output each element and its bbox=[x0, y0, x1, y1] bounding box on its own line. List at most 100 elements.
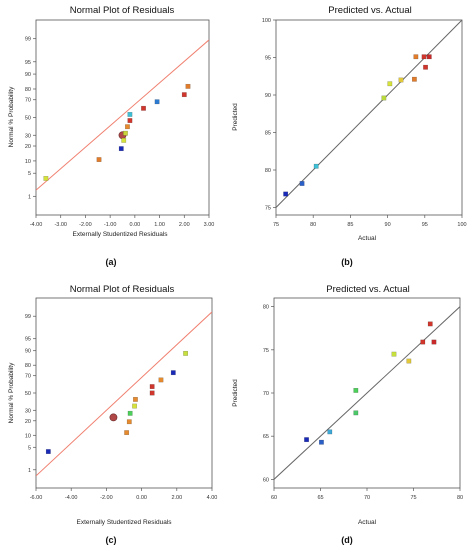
y-tick-label: 70 bbox=[25, 374, 31, 380]
x-tick-label: 1.00 bbox=[154, 222, 165, 228]
data-point bbox=[181, 92, 187, 98]
y-tick-label: 95 bbox=[265, 56, 271, 62]
data-point bbox=[426, 54, 432, 60]
plot-frame bbox=[35, 19, 210, 216]
panel-letter: (d) bbox=[341, 535, 353, 545]
x-axis-label: Externally Studentized Residuals bbox=[72, 231, 168, 238]
x-tick-label: 65 bbox=[317, 495, 323, 501]
x-tick-label: -2.00 bbox=[79, 222, 92, 228]
y-tick-label: 10 bbox=[25, 159, 31, 165]
data-point bbox=[43, 176, 49, 181]
y-tick-label: 80 bbox=[263, 305, 269, 311]
x-tick-label: 90 bbox=[385, 222, 391, 228]
data-point bbox=[141, 105, 146, 111]
data-point bbox=[127, 410, 133, 416]
data-point bbox=[133, 397, 138, 402]
chart-title: Normal Plot of Residuals bbox=[70, 5, 175, 16]
y-tick-label: 90 bbox=[265, 93, 271, 99]
x-axis-label: Actual bbox=[358, 519, 377, 526]
x-tick-label: 3.00 bbox=[204, 222, 215, 228]
chart-panel-2: Predicted vs. Actual 75 80 85 90 95 100 75 80 85 9… bbox=[232, 5, 467, 267]
data-point bbox=[96, 157, 102, 162]
y-tick-label: 10 bbox=[25, 433, 31, 439]
chart-panel-4: Predicted vs. Actual 60 65 70 75 80 60 65 70 75 80… bbox=[232, 284, 463, 545]
data-point bbox=[420, 339, 426, 345]
data-point bbox=[423, 64, 428, 70]
panel-letter: (b) bbox=[341, 257, 353, 267]
y-tick-label: 80 bbox=[265, 168, 271, 174]
y-axis-label: Predicted bbox=[232, 379, 239, 407]
data-point bbox=[427, 321, 433, 327]
y-tick-label: 99 bbox=[25, 37, 31, 43]
y-tick-label: 70 bbox=[25, 98, 31, 104]
x-tick-label: 60 bbox=[271, 495, 277, 501]
data-point bbox=[391, 351, 397, 357]
fit-line bbox=[36, 39, 209, 191]
y-tick-label: 80 bbox=[25, 363, 31, 369]
data-point bbox=[413, 54, 419, 60]
x-tick-label: 95 bbox=[422, 222, 428, 228]
data-point bbox=[398, 77, 404, 83]
x-tick-label: 85 bbox=[347, 222, 353, 228]
x-tick-label: -2.00 bbox=[100, 495, 113, 501]
y-tick-label: 75 bbox=[265, 206, 271, 212]
y-axis-label: Normal % Probability bbox=[8, 86, 15, 147]
fit-line bbox=[36, 311, 212, 477]
plot-frame bbox=[35, 297, 213, 489]
x-tick-label: 75 bbox=[410, 495, 416, 501]
data-point bbox=[353, 410, 359, 416]
data-point bbox=[387, 81, 393, 87]
data-point bbox=[123, 130, 128, 136]
x-axis-label: Actual bbox=[358, 235, 377, 242]
chart-title: Predicted vs. Actual bbox=[326, 284, 409, 295]
y-tick-label: 85 bbox=[265, 131, 271, 137]
data-point bbox=[154, 99, 160, 105]
y-tick-label: 95 bbox=[25, 60, 31, 66]
x-tick-label: -4.00 bbox=[30, 222, 43, 228]
y-axis-label: Normal % Probability bbox=[8, 362, 15, 423]
panel-letter: (a) bbox=[106, 257, 117, 267]
y-tick-label: 1 bbox=[28, 468, 31, 474]
y-tick-label: 90 bbox=[25, 72, 31, 78]
x-tick-label: 100 bbox=[457, 222, 466, 228]
x-tick-label: 4.00 bbox=[207, 495, 218, 501]
data-point bbox=[183, 350, 188, 356]
x-tick-label: -3.00 bbox=[54, 222, 67, 228]
data-point bbox=[299, 181, 305, 186]
y-tick-label: 30 bbox=[25, 408, 31, 414]
x-tick-label: 80 bbox=[310, 222, 316, 228]
y-tick-label: 75 bbox=[263, 348, 269, 354]
data-point bbox=[313, 163, 319, 169]
data-point bbox=[149, 390, 155, 396]
y-tick-label: 50 bbox=[25, 116, 31, 122]
data-point bbox=[319, 439, 324, 445]
fit-line bbox=[276, 20, 462, 208]
y-tick-label: 99 bbox=[25, 314, 31, 320]
data-point bbox=[45, 449, 51, 454]
y-tick-label: 95 bbox=[25, 337, 31, 343]
x-tick-label: -6.00 bbox=[30, 495, 43, 501]
data-point bbox=[170, 370, 176, 376]
x-tick-label: 2.00 bbox=[179, 222, 190, 228]
chart-panel-1: Normal Plot of Residuals -4.00 -3.00 -2.00 -… bbox=[8, 5, 214, 267]
y-tick-label: 70 bbox=[263, 391, 269, 397]
x-tick-label: 2.00 bbox=[171, 495, 182, 501]
y-tick-label: 5 bbox=[28, 171, 31, 177]
data-point bbox=[411, 76, 417, 82]
y-tick-label: 5 bbox=[28, 445, 31, 451]
data-point bbox=[118, 146, 124, 152]
y-tick-label: 1 bbox=[28, 194, 31, 200]
data-point bbox=[124, 430, 130, 436]
y-tick-label: 30 bbox=[25, 133, 31, 139]
x-tick-label: 75 bbox=[273, 222, 279, 228]
data-point bbox=[406, 358, 412, 364]
data-point bbox=[185, 83, 191, 89]
chart-panel-3: Normal Plot of Residuals -6.00 -4.00 -2.00 0… bbox=[8, 284, 217, 545]
y-tick-label: 60 bbox=[263, 477, 269, 483]
data-point bbox=[126, 419, 132, 425]
x-axis-label: Externally Studentized Residuals bbox=[76, 519, 172, 526]
panel-letter: (c) bbox=[106, 535, 117, 545]
data-point bbox=[149, 384, 155, 389]
y-tick-label: 20 bbox=[25, 144, 31, 150]
